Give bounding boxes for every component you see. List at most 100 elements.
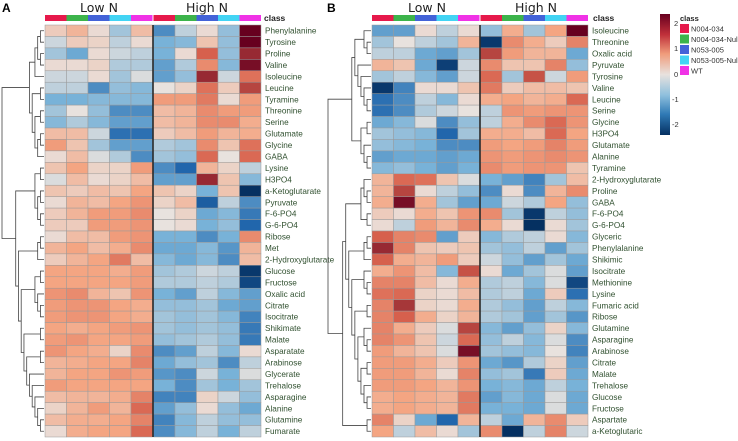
heatmap-cell	[544, 368, 567, 381]
heatmap-cell	[130, 402, 153, 415]
dendrogram-branch	[366, 362, 371, 375]
heatmap-cell	[130, 47, 153, 60]
dendrogram-branch	[37, 407, 44, 426]
heatmap-cell	[371, 299, 394, 312]
heatmap-cell	[436, 47, 459, 60]
row-label: Pyruvate	[592, 61, 625, 70]
heatmap-cell	[566, 219, 589, 232]
heatmap-cell	[501, 219, 524, 232]
heatmap-cell	[66, 276, 89, 289]
heatmap-cell	[87, 36, 110, 49]
heatmap-cell	[239, 299, 262, 312]
heatmap-cell	[480, 162, 503, 175]
heatmap-cell	[566, 425, 589, 438]
heatmap-cell	[457, 219, 480, 232]
heatmap-cell	[174, 24, 197, 37]
heatmap-cell	[544, 207, 567, 220]
heatmap-cell	[371, 93, 394, 106]
heatmap-cell	[393, 139, 416, 152]
heatmap-cell	[523, 390, 546, 403]
heatmap-cell	[87, 70, 110, 83]
heatmap-cell	[523, 36, 546, 49]
heatmap-cell	[371, 253, 394, 266]
heatmap-cell	[174, 310, 197, 323]
heatmap-cell	[130, 379, 153, 392]
dendrogram-branch	[34, 173, 41, 209]
row-label: Met	[265, 244, 279, 253]
heatmap-cell	[109, 299, 132, 312]
heatmap-cell	[393, 47, 416, 60]
dendrogram-branch	[31, 93, 41, 133]
heatmap-cell	[566, 299, 589, 312]
heatmap-cell	[66, 345, 89, 358]
heatmap-cell	[130, 70, 153, 83]
heatmap-cell	[371, 230, 394, 243]
heatmap-cell	[414, 413, 437, 426]
heatmap-cell	[153, 81, 176, 94]
heatmap-cell	[501, 333, 524, 346]
heatmap-cell	[393, 333, 416, 346]
heatmap-cell	[153, 127, 176, 140]
heatmap-cell	[109, 81, 132, 94]
heatmap-cell	[436, 287, 459, 300]
heatmap-cell	[414, 47, 437, 60]
heatmap-cell	[457, 230, 480, 243]
heatmap-cell	[239, 207, 262, 220]
heatmap-cell	[501, 287, 524, 300]
heatmap-cell	[523, 173, 546, 186]
heatmap-cell	[480, 196, 503, 209]
heatmap-cell	[153, 219, 176, 232]
heatmap-cell	[109, 47, 132, 60]
heatmap-cell	[87, 413, 110, 426]
heatmap-cell	[66, 116, 89, 129]
heatmap-panel-a: A Low N High N class Phenylalanine Tyrosi…	[1, 0, 335, 438]
heatmap-cell	[371, 345, 394, 358]
dendrogram-branch	[360, 127, 368, 155]
heatmap-cell	[153, 184, 176, 197]
heatmap-cell	[130, 127, 153, 140]
heatmap-cell	[457, 368, 480, 381]
heatmap-cell	[87, 276, 110, 289]
heatmap-cell	[153, 24, 176, 37]
legend-item-label: WT	[691, 67, 703, 76]
heatmap-cell	[44, 379, 67, 392]
heatmap-cell	[217, 425, 240, 438]
legend-item-label: N004-034-Null	[691, 35, 738, 44]
row-label: Fumaric acid	[592, 301, 639, 310]
heatmap-cell	[393, 379, 416, 392]
class-bar-cell	[393, 15, 415, 21]
heatmap-cell	[371, 47, 394, 60]
heatmap-cell	[436, 276, 459, 289]
heatmap-cell	[153, 242, 176, 255]
heatmap-cell	[457, 139, 480, 152]
row-label: Serine	[265, 118, 289, 127]
heatmap-cell	[480, 59, 503, 72]
heatmap-cell	[109, 116, 132, 129]
heatmap-cell	[414, 299, 437, 312]
heatmap-cell	[414, 402, 437, 415]
dendrogram-branch	[363, 327, 371, 346]
legend-swatch	[680, 34, 689, 44]
heatmap-cell	[457, 322, 480, 335]
heatmap-cell	[457, 36, 480, 49]
heatmap-cell	[174, 127, 197, 140]
heatmap-cell	[523, 70, 546, 83]
dendrogram-branch	[34, 396, 44, 418]
heatmap-cell	[436, 322, 459, 335]
heatmap-cell	[174, 356, 197, 369]
heatmap-cell	[544, 173, 567, 186]
heatmap-cell	[436, 127, 459, 140]
heatmap-cell	[523, 47, 546, 60]
heatmap-cell	[501, 230, 524, 243]
row-label: Valine	[265, 61, 288, 70]
row-label: Leucine	[265, 84, 294, 93]
class-bar-cell	[218, 15, 240, 21]
heatmap-cell	[217, 150, 240, 163]
heatmap-cell	[544, 196, 567, 209]
row-label: a-Ketoglutaric	[592, 427, 643, 436]
heatmap-cell	[87, 333, 110, 346]
heatmap-cell	[87, 402, 110, 415]
heatmap-cell	[414, 356, 437, 369]
dendrogram-branch	[18, 250, 38, 322]
